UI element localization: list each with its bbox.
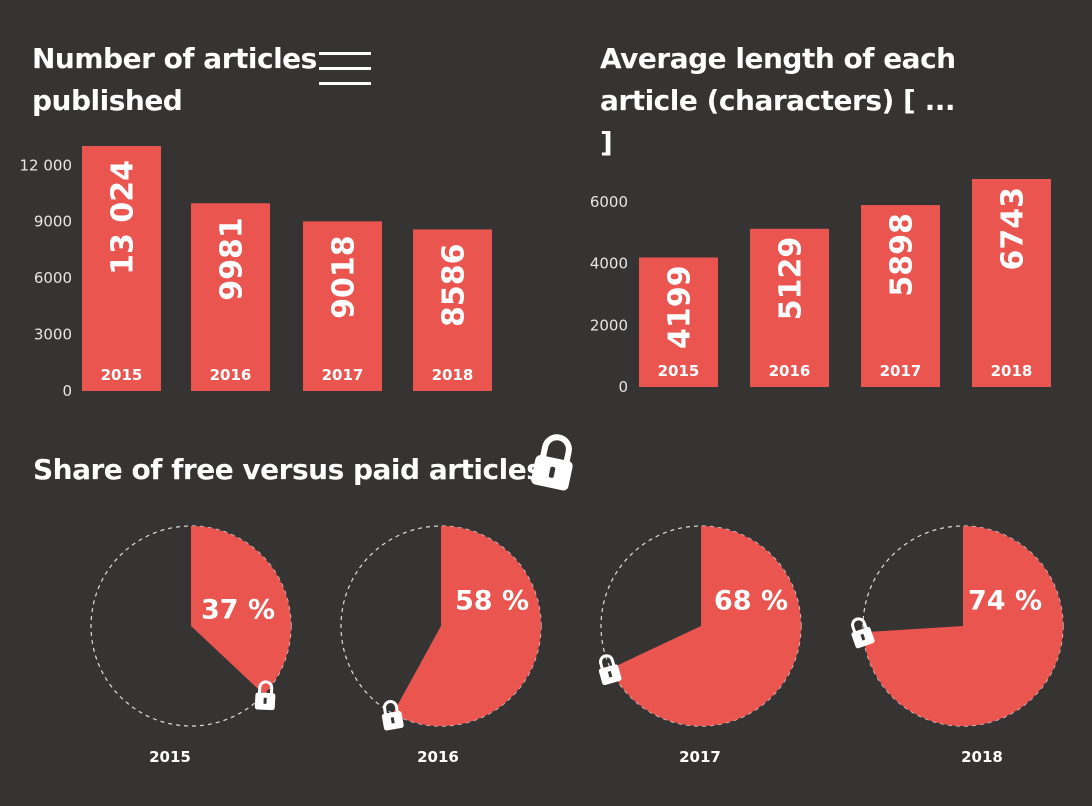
length-bar-value-label: 5129 bbox=[774, 237, 809, 321]
pie-slice bbox=[191, 526, 291, 695]
padlock-icon bbox=[254, 680, 276, 711]
pie-year-label: 2017 bbox=[679, 748, 721, 766]
articles-bar bbox=[82, 146, 161, 391]
length-ytick-label: 6000 bbox=[590, 193, 628, 211]
pie-percent-label: 68 % bbox=[714, 586, 788, 617]
articles-ytick-label: 9000 bbox=[34, 213, 72, 231]
pie-year-label: 2016 bbox=[417, 748, 459, 766]
length-ytick-label: 2000 bbox=[590, 316, 628, 334]
pie-year-label: 2018 bbox=[961, 748, 1003, 766]
length-bar-value-label: 4199 bbox=[663, 265, 698, 349]
articles-ytick-label: 0 bbox=[62, 382, 72, 400]
articles-bar-year-label: 2018 bbox=[432, 366, 474, 384]
pie-percent-label: 58 % bbox=[455, 586, 529, 617]
length-bar bbox=[972, 179, 1051, 387]
pie-percent-label: 74 % bbox=[968, 586, 1042, 617]
articles-ytick-label: 12 000 bbox=[20, 156, 73, 174]
pie-percent-label: 37 % bbox=[201, 595, 275, 626]
articles-bar-value-label: 9018 bbox=[327, 235, 362, 319]
articles-bar bbox=[303, 221, 382, 391]
share-chart-title: Share of free versus paid articles bbox=[33, 453, 543, 486]
pie-slice bbox=[863, 526, 1064, 726]
padlock-icon bbox=[851, 617, 875, 649]
length-chart-title: Average length of each article (characte… bbox=[600, 42, 956, 159]
pie-slice bbox=[610, 526, 802, 726]
pie-year-label: 2015 bbox=[149, 748, 191, 766]
articles-bar bbox=[191, 203, 270, 391]
length-bar-year-label: 2015 bbox=[658, 362, 700, 380]
hamburger-menu-icon[interactable] bbox=[319, 52, 371, 86]
length-bar-year-label: 2016 bbox=[769, 362, 811, 380]
articles-bar bbox=[413, 229, 492, 391]
pie-outline bbox=[340, 525, 542, 727]
length-bar-value-label: 6743 bbox=[996, 187, 1031, 271]
length-bar-value-label: 5898 bbox=[885, 213, 920, 297]
articles-bar-value-label: 8586 bbox=[437, 243, 472, 327]
articles-chart-title: Number of articles published bbox=[32, 42, 317, 117]
articles-bar-year-label: 2017 bbox=[322, 366, 364, 384]
length-bar bbox=[639, 257, 718, 387]
padlock-icon bbox=[598, 654, 622, 686]
articles-ytick-label: 3000 bbox=[34, 326, 72, 344]
length-ytick-label: 0 bbox=[618, 378, 628, 396]
length-bar-year-label: 2017 bbox=[880, 362, 922, 380]
articles-bar-value-label: 13 024 bbox=[106, 160, 141, 275]
articles-bar-year-label: 2015 bbox=[101, 366, 143, 384]
pie-slice bbox=[392, 526, 541, 726]
articles-ytick-label: 6000 bbox=[34, 269, 72, 287]
padlock-icon bbox=[381, 700, 404, 731]
padlock-icon bbox=[531, 434, 573, 491]
length-ytick-label: 4000 bbox=[590, 255, 628, 273]
length-bar bbox=[750, 228, 829, 387]
pie-outline bbox=[90, 525, 292, 727]
length-bar-year-label: 2018 bbox=[991, 362, 1033, 380]
length-bar bbox=[861, 205, 940, 387]
articles-bar-value-label: 9981 bbox=[215, 217, 250, 301]
articles-bar-year-label: 2016 bbox=[210, 366, 252, 384]
